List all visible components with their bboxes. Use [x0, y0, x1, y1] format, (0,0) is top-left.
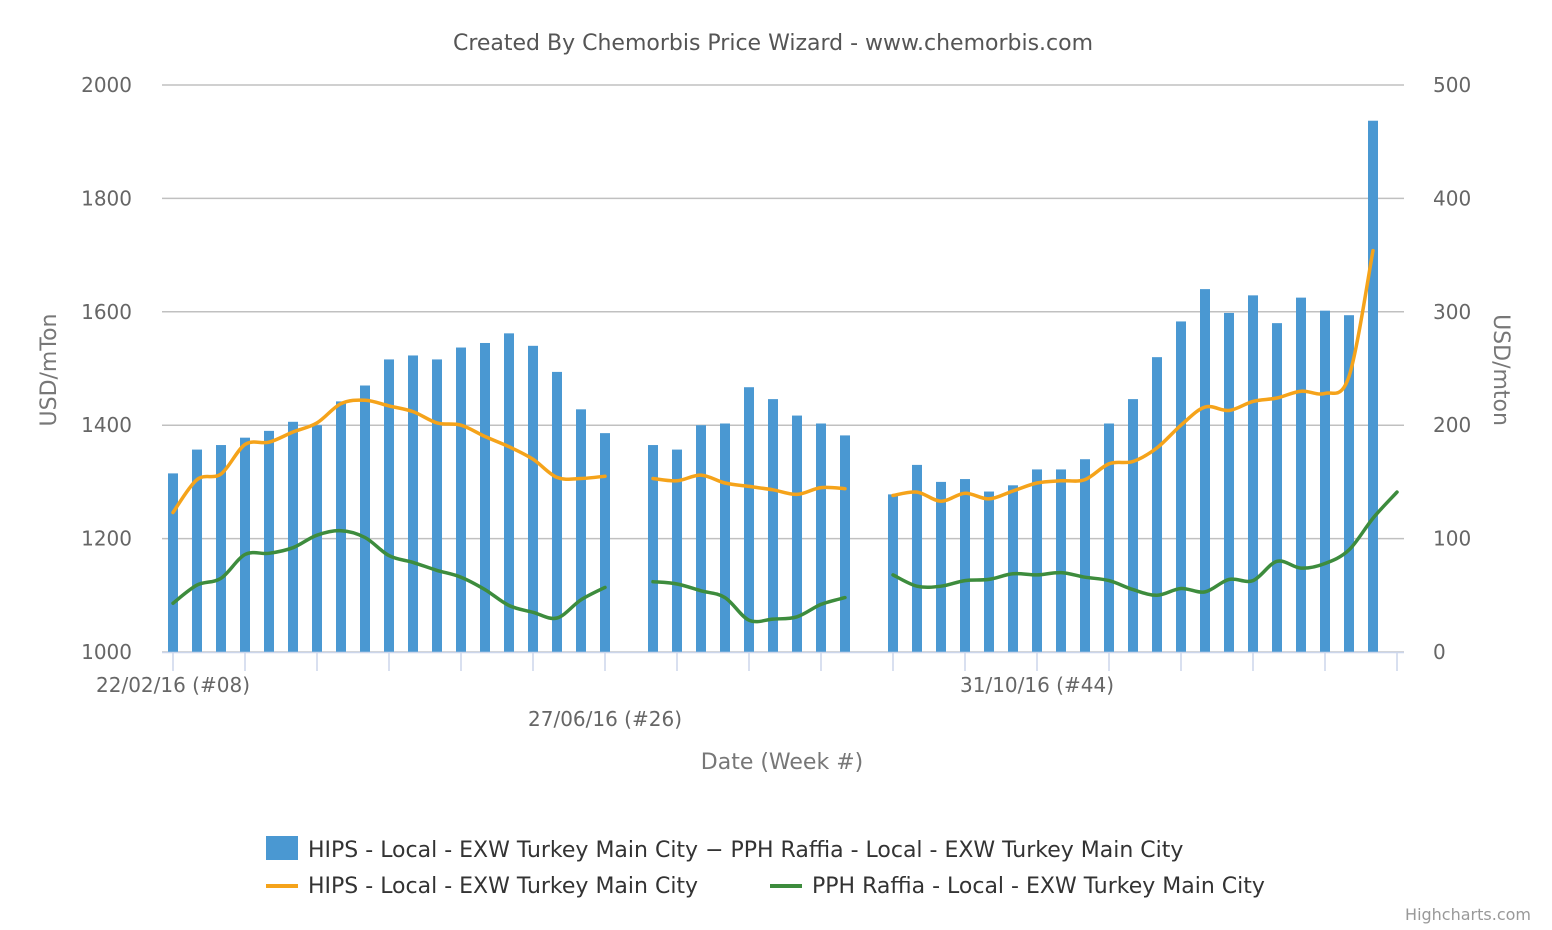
y-tick-label-left: 1600 [81, 300, 132, 324]
pph-line-segment[interactable] [891, 490, 1399, 598]
bar[interactable] [408, 355, 418, 652]
y-tick-label-left: 2000 [81, 73, 132, 97]
pph-line-segment[interactable] [651, 579, 847, 624]
bar[interactable] [1104, 423, 1114, 652]
legend: HIPS - Local - EXW Turkey Main City − PP… [266, 836, 1265, 899]
line-series [171, 248, 1399, 624]
hips-line-segment[interactable] [171, 398, 607, 515]
bar[interactable] [1032, 469, 1042, 652]
bar[interactable] [504, 333, 514, 652]
y-axis-right-ticks: 0 100 200 300 400 500 [1433, 73, 1471, 664]
bar[interactable] [840, 435, 850, 652]
bar[interactable] [336, 401, 346, 652]
y-axis-left-ticks: 1000 1200 1400 1600 1800 2000 [81, 73, 132, 664]
bar[interactable] [816, 423, 826, 652]
bar[interactable] [1128, 399, 1138, 652]
y-tick-label-right: 200 [1433, 413, 1471, 437]
bar[interactable] [768, 399, 778, 652]
bar[interactable] [528, 345, 538, 652]
x-axis-title: Date (Week #) [701, 750, 863, 775]
bar[interactable] [456, 347, 466, 652]
bar[interactable] [1152, 357, 1162, 652]
x-axis [162, 651, 1404, 671]
y-tick-label-left: 1400 [81, 413, 132, 437]
bar[interactable] [672, 449, 682, 652]
x-tick-label: 27/06/16 (#26) [528, 707, 682, 731]
legend-label-bar: HIPS - Local - EXW Turkey Main City − PP… [308, 838, 1183, 863]
legend-item-pph[interactable]: PPH Raffia - Local - EXW Turkey Main Cit… [770, 874, 1265, 899]
bar[interactable] [792, 415, 802, 652]
bar[interactable] [936, 481, 946, 652]
bar[interactable] [960, 479, 970, 652]
legend-label-hips: HIPS - Local - EXW Turkey Main City [308, 874, 698, 899]
bar[interactable] [480, 342, 490, 652]
legend-swatch-bar [266, 836, 298, 860]
hips-line-segment[interactable] [891, 248, 1375, 503]
x-tick-label: 22/02/16 (#08) [96, 673, 250, 697]
x-axis-tick-labels: 22/02/16 (#08) 27/06/16 (#26) 31/10/16 (#4… [96, 673, 1114, 731]
bar[interactable] [1320, 310, 1330, 652]
x-tick-label: 31/10/16 (#44) [960, 673, 1114, 697]
bar[interactable] [1296, 297, 1306, 652]
bar[interactable] [1344, 315, 1354, 652]
bar[interactable] [168, 473, 178, 652]
bar[interactable] [744, 387, 754, 652]
bar[interactable] [240, 437, 250, 652]
y-tick-label-right: 500 [1433, 73, 1471, 97]
pph-line-segment[interactable] [171, 528, 607, 621]
bar[interactable] [1056, 469, 1066, 652]
legend-item-bar[interactable]: HIPS - Local - EXW Turkey Main City − PP… [266, 836, 1183, 863]
bar[interactable] [264, 430, 274, 652]
bar[interactable] [384, 359, 394, 652]
bar[interactable] [1368, 120, 1378, 652]
bar[interactable] [984, 491, 994, 652]
hips-line-segment[interactable] [651, 473, 847, 497]
bar[interactable] [1272, 323, 1282, 652]
bar[interactable] [1200, 289, 1210, 652]
bar[interactable] [1224, 312, 1234, 652]
bar[interactable] [696, 425, 706, 652]
credits-link[interactable]: Highcharts.com [1405, 905, 1531, 924]
bar[interactable] [1080, 459, 1090, 652]
y-tick-label-right: 300 [1433, 300, 1471, 324]
bar[interactable] [216, 445, 226, 652]
y-axis-right-title: USD/mton [1488, 314, 1513, 426]
legend-label-pph: PPH Raffia - Local - EXW Turkey Main Cit… [812, 874, 1265, 899]
bar[interactable] [912, 464, 922, 652]
bar[interactable] [600, 433, 610, 652]
grid-lines [162, 84, 1404, 653]
bar[interactable] [360, 385, 370, 652]
bar[interactable] [1248, 295, 1258, 652]
bar[interactable] [312, 425, 322, 652]
bar[interactable] [288, 421, 298, 652]
bar[interactable] [720, 423, 730, 652]
y-tick-label-left: 1800 [81, 186, 132, 210]
bar[interactable] [1176, 321, 1186, 652]
bar[interactable] [432, 359, 442, 652]
y-tick-label-left: 1000 [81, 640, 132, 664]
y-tick-label-left: 1200 [81, 527, 132, 551]
chart-title: Created By Chemorbis Price Wizard - www.… [453, 31, 1093, 56]
bar[interactable] [192, 449, 202, 652]
y-tick-label-right: 0 [1433, 640, 1446, 664]
bar[interactable] [1008, 485, 1018, 652]
bar[interactable] [576, 409, 586, 652]
bar[interactable] [552, 371, 562, 652]
bar[interactable] [648, 445, 658, 652]
y-axis-left-title: USD/mTon [37, 314, 62, 427]
y-tick-label-right: 100 [1433, 527, 1471, 551]
y-tick-label-right: 400 [1433, 186, 1471, 210]
bar-series [168, 120, 1378, 652]
legend-item-hips[interactable]: HIPS - Local - EXW Turkey Main City [266, 874, 698, 899]
